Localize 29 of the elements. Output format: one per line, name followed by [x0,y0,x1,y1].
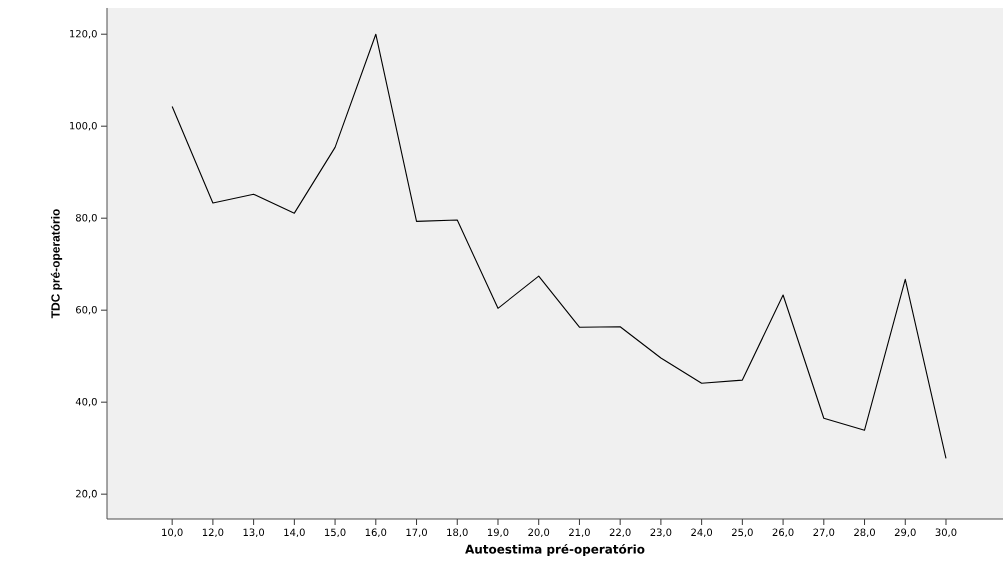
x-tick-label: 19,0 [487,528,509,538]
x-tick-label: 24,0 [691,528,713,538]
x-tick-label: 12,0 [202,528,224,538]
x-tick-label: 28,0 [854,528,875,538]
y-tick-label: 60,0 [76,305,97,315]
y-tick-label: 120,0 [70,29,97,39]
y-tick-label: 80,0 [75,213,97,223]
x-tick-label: 14,0 [284,528,305,538]
x-tick-label: 15,0 [325,528,346,538]
x-tick-label: 30,0 [935,528,957,538]
y-tick-label: 40,0 [75,397,97,407]
x-tick-label: 16,0 [365,528,387,538]
x-tick-label: 13,0 [243,528,265,538]
x-tick-label: 20,0 [528,528,550,538]
y-tick-label: 100,0 [70,121,97,131]
x-tick-label: 22,0 [609,528,631,538]
x-tick-label: 23,0 [650,528,672,538]
x-tick-label: 17,0 [406,528,427,538]
y-tick-label: 20,0 [76,489,97,499]
x-tick-label: 18,0 [447,528,468,538]
x-axis-title: Autoestima pré-operatório [465,543,645,556]
x-tick-label: 25,0 [732,528,753,538]
x-tick-label: 29,0 [894,528,916,538]
y-axis-title: TDC pré-operatório [50,209,63,319]
x-tick-label: 27,0 [813,528,835,538]
x-tick-label: 26,0 [772,528,794,538]
line-series [171,33,947,459]
x-tick-label: 10,0 [162,528,183,538]
x-tick-label: 21,0 [569,528,590,538]
